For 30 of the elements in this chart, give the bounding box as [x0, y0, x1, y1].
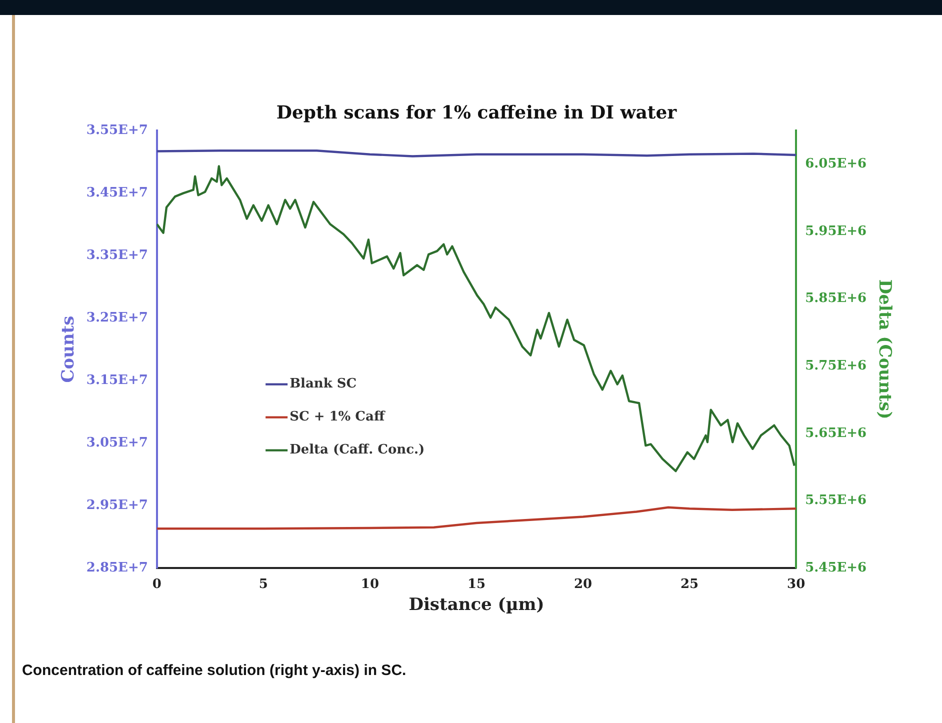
y2-tick-label: 5.85E+6: [805, 291, 867, 306]
x-tick-label: 5: [258, 577, 268, 592]
y2-tick-label: 5.55E+6: [805, 493, 867, 508]
x-axis-title: Distance (µm): [408, 595, 544, 616]
x-tick-label: 25: [680, 577, 699, 592]
y-tick-label: 2.85E+7: [86, 560, 148, 576]
y-tick-label: 2.95E+7: [86, 498, 148, 513]
y-tick-label: 3.15E+7: [86, 372, 148, 388]
y2-tick-label: 5.65E+6: [805, 426, 867, 441]
y-axis-title: Counts: [58, 316, 79, 383]
y-tick-label: 3.35E+7: [86, 248, 148, 263]
chart-title: Depth scans for 1% caffeine in DI water: [276, 102, 678, 124]
y-tick-label: 3.25E+7: [86, 310, 148, 326]
x-tick-label: 30: [787, 577, 806, 592]
legend-label: Delta (Caff. Conc.): [290, 442, 425, 458]
legend-label: SC + 1% Caff: [290, 410, 386, 425]
y2-tick-label: 5.75E+6: [805, 358, 867, 374]
x-tick-label: 15: [467, 577, 486, 592]
y2-tick-label: 5.45E+6: [805, 560, 867, 576]
y2-axis-title: Delta (Counts): [874, 279, 894, 420]
y-tick-label: 3.05E+7: [86, 435, 148, 450]
y-tick-label: 3.45E+7: [86, 185, 148, 200]
legend-label: Blank SC: [290, 376, 357, 392]
x-tick-label: 10: [360, 577, 380, 592]
y-tick-label: 3.55E+7: [86, 122, 148, 138]
x-tick-label: 20: [574, 577, 592, 592]
y2-tick-label: 6.05E+6: [805, 156, 867, 172]
text: Concentration of caffeine solution (right y-axis) in SC.: [22, 662, 406, 679]
y2-tick-label: 5.95E+6: [805, 224, 867, 239]
x-tick-label: 0: [152, 577, 162, 592]
